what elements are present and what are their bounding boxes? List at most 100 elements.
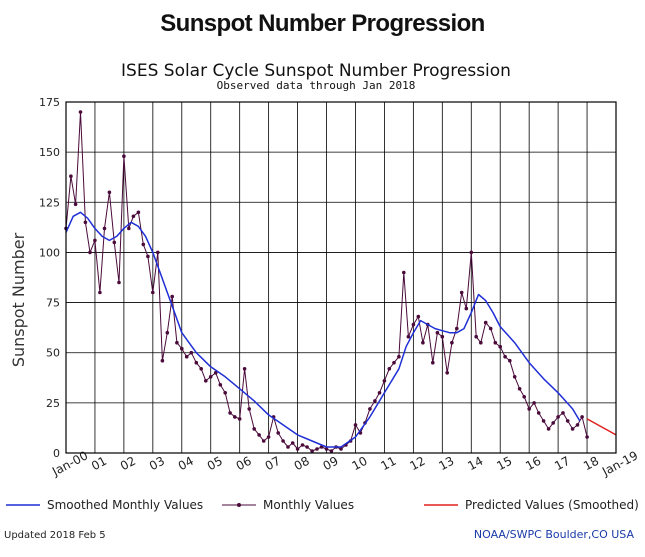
monthly-point	[141, 242, 146, 247]
monthly-point	[382, 379, 387, 383]
x-tick-label: 18	[581, 454, 601, 474]
x-tick-label: 15	[494, 454, 514, 474]
monthly-point	[290, 441, 295, 445]
monthly-point	[218, 383, 223, 387]
monthly-point	[445, 371, 450, 375]
monthly-point	[189, 350, 194, 355]
y-axis-label: Sunspot Number	[9, 232, 28, 367]
x-tick-label: 05	[205, 454, 225, 474]
legend: Smoothed Monthly Values Monthly Values P…	[6, 498, 639, 512]
monthly-point	[117, 280, 121, 285]
monthly-point	[532, 401, 536, 405]
monthly-point	[170, 294, 174, 299]
monthly-point	[522, 395, 526, 399]
smoothed-series-line	[65, 211, 581, 448]
grid	[65, 101, 617, 454]
monthly-point	[146, 254, 150, 259]
monthly-point	[575, 423, 580, 427]
legend-monthly-label: Monthly Values	[263, 498, 354, 512]
monthly-point	[112, 240, 117, 245]
monthly-point	[122, 154, 126, 158]
monthly-point	[266, 435, 271, 439]
monthly-point	[286, 445, 290, 449]
monthly-point	[440, 334, 445, 339]
monthly-point	[295, 447, 300, 451]
monthly-point	[556, 415, 560, 419]
monthly-point	[527, 407, 531, 411]
monthly-point	[411, 322, 416, 327]
monthly-point	[392, 360, 396, 365]
monthly-point	[561, 411, 565, 415]
monthly-point	[508, 358, 512, 363]
monthly-point	[160, 358, 165, 363]
monthly-point	[180, 346, 184, 351]
plot-frame	[65, 101, 617, 454]
monthly-point	[329, 449, 334, 453]
monthly-point	[488, 326, 493, 331]
monthly-point	[281, 439, 285, 443]
monthly-point	[88, 250, 92, 255]
monthly-point	[503, 354, 507, 359]
x-tick-label: 14	[465, 454, 485, 474]
x-tick-label: 17	[552, 454, 572, 474]
monthly-point	[536, 411, 541, 415]
monthly-point	[498, 344, 503, 349]
monthly-point	[402, 270, 406, 275]
monthly-point	[199, 367, 203, 371]
legend-smoothed-label: Smoothed Monthly Values	[47, 498, 203, 512]
monthly-point	[377, 391, 382, 395]
monthly-point	[213, 371, 218, 375]
monthly-point	[276, 431, 281, 435]
y-tick-label: 125	[39, 196, 60, 209]
monthly-point	[373, 399, 377, 403]
monthly-point	[474, 334, 479, 339]
monthly-point	[131, 214, 136, 219]
monthly-point	[455, 326, 459, 331]
monthly-point	[165, 330, 170, 335]
monthly-point	[78, 110, 83, 114]
monthly-point	[368, 407, 372, 411]
monthly-point	[247, 407, 251, 411]
y-tick-label: 175	[39, 96, 60, 109]
x-tick-label: 13	[436, 454, 456, 474]
monthly-point	[83, 220, 88, 225]
monthly-point	[450, 340, 454, 345]
x-tick-label: 16	[523, 454, 543, 474]
x-tick-label: 11	[379, 454, 399, 474]
predicted-series-line	[586, 418, 617, 436]
y-tick-label: 150	[39, 146, 60, 159]
monthly-point	[517, 387, 522, 391]
monthly-point	[175, 340, 179, 345]
page-title: Sunspot Number Progression	[160, 10, 485, 37]
monthly-point	[300, 443, 305, 447]
y-tick-label: 0	[53, 447, 60, 460]
y-tick-label: 50	[46, 347, 60, 360]
monthly-point	[479, 340, 483, 345]
y-tick-label: 100	[39, 246, 60, 259]
legend-predicted-label: Predicted Values (Smoothed)	[465, 498, 639, 512]
monthly-point	[233, 415, 237, 419]
monthly-point	[464, 306, 469, 311]
monthly-point	[261, 439, 266, 443]
monthly-point	[416, 314, 421, 319]
monthly-point	[435, 330, 440, 335]
monthly-point	[98, 290, 102, 295]
y-tick-label: 75	[46, 297, 60, 310]
monthly-point	[483, 320, 488, 325]
monthly-point	[257, 433, 261, 437]
updated-date: Updated 2018 Feb 5	[4, 530, 106, 541]
monthly-point	[387, 367, 392, 371]
monthly-point	[353, 423, 358, 427]
monthly-point	[305, 445, 309, 449]
monthly-point	[237, 417, 242, 421]
monthly-point	[570, 427, 575, 431]
monthly-point	[73, 202, 78, 207]
monthly-point	[69, 174, 73, 178]
monthly-point	[156, 250, 160, 255]
monthly-point	[315, 447, 319, 451]
monthly-point	[541, 419, 546, 423]
x-tick-label: 01	[89, 454, 109, 474]
x-tick-label: 07	[263, 454, 283, 474]
